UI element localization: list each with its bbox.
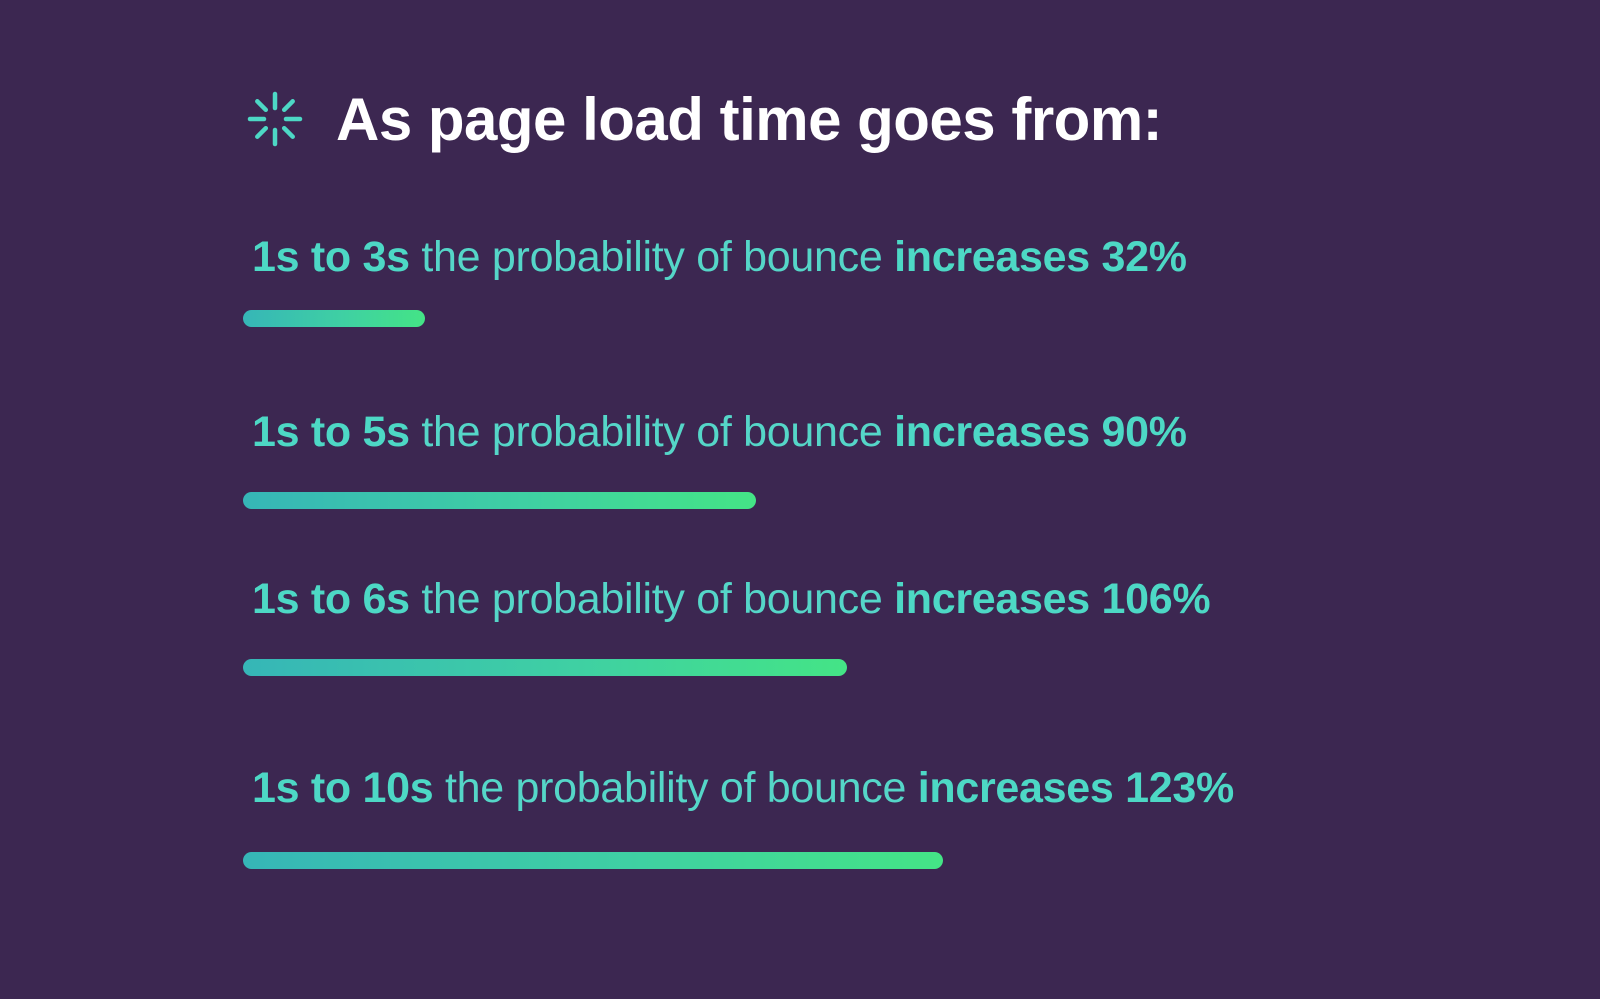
- bar-fill: [243, 310, 426, 327]
- bar: [243, 659, 847, 676]
- bar: [243, 852, 944, 869]
- bar: [243, 310, 426, 327]
- increase-label: increases 32%: [894, 233, 1187, 281]
- page-title: As page load time goes from:: [336, 85, 1163, 153]
- increase-label: increases 106%: [894, 575, 1211, 623]
- row-label: 1s to 10s the probability of bounce incr…: [252, 762, 1234, 814]
- time-range-label: 1s to 5s: [252, 408, 410, 456]
- bar-fill: [243, 492, 756, 509]
- bar-fill: [243, 659, 847, 676]
- description-text: the probability of bounce: [445, 764, 907, 812]
- increase-label: increases 123%: [917, 764, 1234, 812]
- bar-fill: [243, 852, 944, 869]
- header: As page load time goes from:: [246, 84, 1163, 154]
- row-label: 1s to 6s the probability of bounce incre…: [252, 573, 1211, 625]
- description-text: the probability of bounce: [421, 575, 883, 623]
- description-text: the probability of bounce: [421, 233, 883, 281]
- time-range-label: 1s to 3s: [252, 233, 410, 281]
- increase-label: increases 90%: [894, 408, 1187, 456]
- bar: [243, 492, 756, 509]
- row-label: 1s to 3s the probability of bounce incre…: [252, 231, 1187, 283]
- time-range-label: 1s to 10s: [252, 764, 434, 812]
- description-text: the probability of bounce: [421, 408, 883, 456]
- time-range-label: 1s to 6s: [252, 575, 410, 623]
- loading-spinner-icon: [247, 91, 303, 147]
- row-label: 1s to 5s the probability of bounce incre…: [252, 406, 1187, 458]
